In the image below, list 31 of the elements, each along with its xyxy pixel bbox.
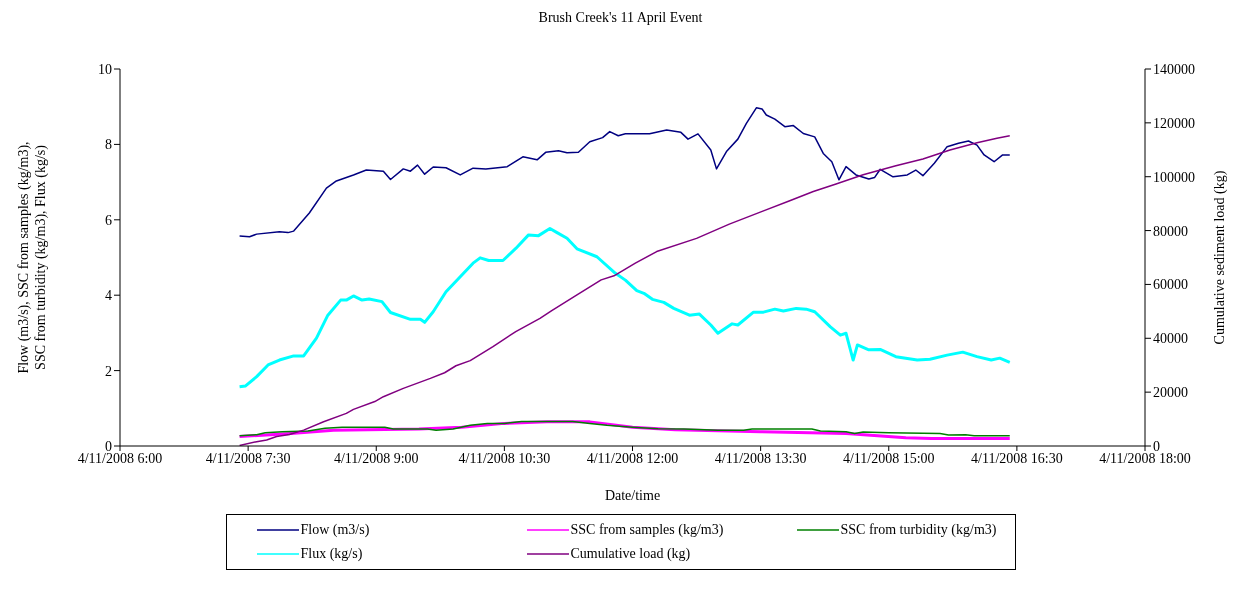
y2-tick-label: 40000	[1153, 331, 1188, 347]
legend-label: SSC from turbidity (kg/m3)	[840, 522, 997, 538]
legend-label: Flux (kg/s)	[300, 546, 363, 562]
x-tick-label: 4/11/2008 12:00	[586, 450, 679, 466]
x-tick-label: 4/11/2008 9:00	[333, 450, 419, 466]
y-tick-label: 4	[105, 288, 112, 304]
legend-label: Cumulative load (kg)	[570, 546, 691, 562]
legend-label: SSC from samples (kg/m3)	[570, 522, 724, 538]
x-tick-label: 4/11/2008 7:30	[205, 450, 291, 466]
x-axis-title: Date/time	[604, 488, 661, 503]
y2-tick-label: 60000	[1153, 277, 1188, 293]
line-series	[238, 226, 1012, 389]
chart-title: Brush Creek's 11 April Event	[537, 10, 704, 26]
x-tick-label: 4/11/2008 15:00	[842, 450, 935, 466]
line-series	[238, 107, 1011, 238]
y-axis-title: Flow (m3/s), SSC from samples (kg/m3), SSC from turbidity (kg/m3), Flux (kg/s)	[16, 141, 49, 374]
y2-tick-label: 80000	[1153, 223, 1188, 239]
y-tick-label: 6	[105, 212, 112, 228]
legend-label: Flow (m3/s)	[300, 522, 370, 538]
x-tick-label: 4/11/2008 16:30	[971, 450, 1063, 466]
line-series	[238, 135, 1011, 446]
y-tick-label: 8	[105, 137, 112, 153]
y2-tick-label: 140000	[1153, 61, 1195, 77]
y2-axis-title: Cumulative sediment load (kg)	[1212, 170, 1228, 345]
x-tick-label: 4/11/2008 13:30	[714, 450, 807, 466]
x-tick-label: 4/11/2008 10:30	[458, 450, 551, 466]
y2-tick-label: 120000	[1153, 115, 1195, 131]
y2-tick-label: 100000	[1153, 169, 1195, 185]
y2-tick-label: 20000	[1153, 385, 1188, 401]
y-tick-label: 10	[98, 61, 112, 77]
y-tick-label: 2	[105, 363, 112, 379]
